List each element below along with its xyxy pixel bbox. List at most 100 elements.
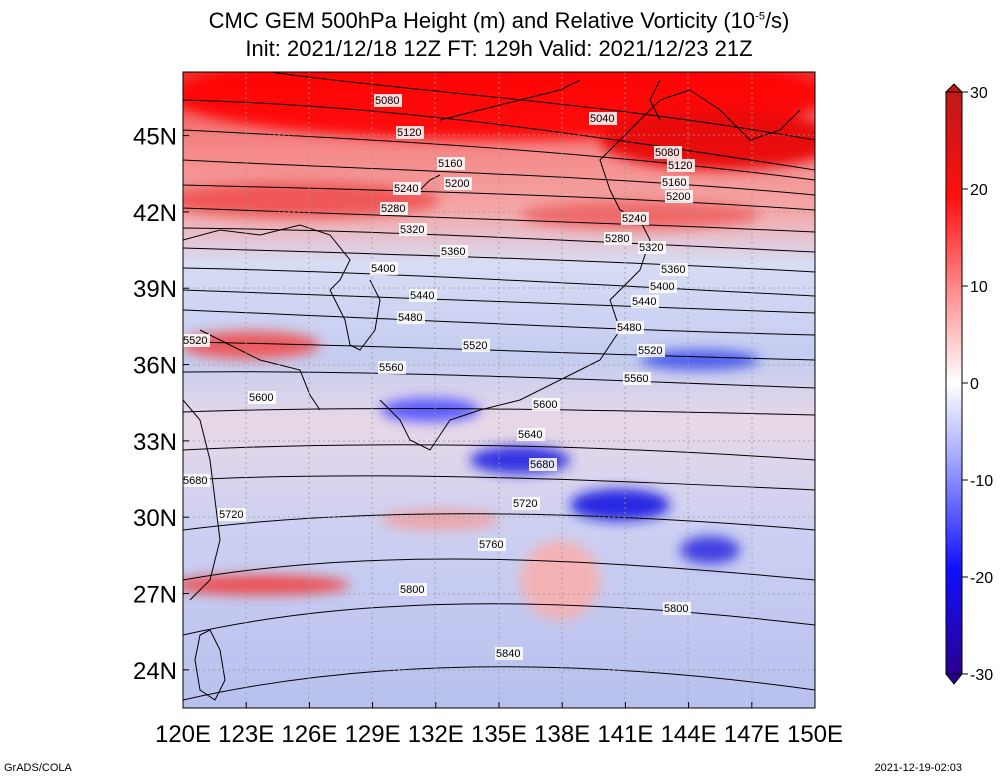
contour-label-bg [663,602,691,615]
contour-label-bg [478,538,506,551]
contour-label: 5400 [371,263,395,275]
contour-label: 5120 [397,127,421,139]
contour-label: 5080 [655,147,679,159]
lat-tick-label: 36N [133,353,177,380]
contour-label: 5800 [400,584,424,596]
contour-label-bg [437,157,465,170]
contour-label-bg [440,245,468,258]
contour-label-bg [399,223,427,236]
colorbar [945,91,963,675]
lat-tick-label: 24N [133,658,177,685]
lon-tick-label: 123E [218,721,274,748]
contour-label-bg [604,232,632,245]
contour-label: 5600 [249,392,273,404]
contour-label-bg [370,262,398,275]
contour-label: 5200 [445,178,469,190]
contour-label-bg [512,497,540,510]
lon-tick-label: 147E [724,721,780,748]
lat-tick-label: 27N [133,582,177,609]
chart-title-line1: CMC GEM 500hPa Height (m) and Relative V… [208,8,790,33]
lat-tick-label: 33N [133,429,177,456]
lon-tick-label: 132E [408,721,464,748]
contour-label: 5520 [183,335,207,347]
contour-label-bg [380,202,408,215]
contour-label-bg [444,177,472,190]
contour-label: 5160 [662,177,686,189]
lat-tick-label: 42N [133,200,177,227]
contour-label: 5440 [632,296,656,308]
contour-label: 5400 [650,281,674,293]
contour-label-bg [660,263,688,276]
contour-label-bg [589,112,617,125]
chart-title-line2: Init: 2021/12/18 12Z FT: 129h Valid: 202… [245,36,753,61]
contour-label-bg [667,159,695,172]
lat-tick-label: 39N [133,276,177,303]
contour-label-bg [532,398,560,411]
contour-label-bg [378,361,406,374]
contour-labels: 5040508050805120512051605160520052005240… [183,94,695,660]
contour-label: 5680 [183,475,207,487]
contour-label-bg [495,647,523,660]
lon-tick-label: 120E [155,721,211,748]
contour-label: 5800 [664,603,688,615]
lon-tick-label: 144E [661,721,717,748]
contour-label-bg [248,391,276,404]
contour-label: 5160 [438,158,462,170]
colorbar-tick-label: 0 [970,376,979,393]
contour-label: 5480 [617,322,641,334]
contour-label: 5640 [518,429,542,441]
contour-label-bg [638,241,666,254]
contour-label: 5040 [590,113,614,125]
footer-right: 2021-12-19-02:03 [874,762,962,774]
contour-label: 5120 [668,160,692,172]
contour-label-bg [529,458,557,471]
contour-label: 5520 [638,345,662,357]
colorbar-min-arrow [944,673,964,685]
contour-label: 5520 [463,340,487,352]
contour-label: 5680 [530,459,554,471]
lon-tick-label: 141E [597,721,653,748]
contour-label-bg [183,334,210,347]
footer-left: GrADS/COLA [4,762,72,774]
lon-tick-label: 126E [281,721,337,748]
contour-label: 5600 [533,399,557,411]
contour-label: 5280 [605,233,629,245]
contour-label: 5440 [410,290,434,302]
contour-label: 5480 [398,312,422,324]
colorbar-tick-label: 10 [970,279,988,296]
lat-tick-label: 30N [133,505,177,532]
contour-label: 5240 [622,213,646,225]
lon-tick-label: 135E [471,721,527,748]
contour-label: 5080 [375,95,399,107]
contour-label: 5320 [400,224,424,236]
contour-label-bg [374,94,402,107]
contour-label-bg [218,508,246,521]
contour-label-bg [631,295,659,308]
contour-label: 5280 [381,203,405,215]
contour-label-bg [183,474,210,487]
contour-label: 5360 [661,264,685,276]
lat-tick-label: 45N [133,124,177,151]
colorbar-tick-label: -10 [970,473,993,490]
contour-label: 5560 [624,373,648,385]
contour-label-bg [462,339,490,352]
contour-label: 5360 [441,246,465,258]
contour-label-bg [665,190,693,203]
contour-label-bg [396,126,424,139]
colorbar-tick-label: 20 [970,182,988,199]
colorbar-ticks: 30 20 10 0 -10 -20 -30 [962,85,993,684]
contour-label: 5720 [513,498,537,510]
contour-label-bg [661,176,689,189]
contour-label-bg [649,280,677,293]
contour-label-bg [616,321,644,334]
contour-label: 5840 [496,648,520,660]
contour-label-bg [637,344,665,357]
contour-label-bg [397,311,425,324]
colorbar-max-arrow [944,83,964,93]
contour-label-bg [399,583,427,596]
lon-tick-label: 150E [787,721,843,748]
contour-label-bg [623,372,651,385]
contour-label-bg [517,428,545,441]
latitude-ticks: 24N 27N 30N 33N 36N 39N 42N 45N [133,124,189,685]
longitude-ticks: 120E 123E 126E 129E 132E 135E 138E 141E 144E 147E… [155,702,843,748]
